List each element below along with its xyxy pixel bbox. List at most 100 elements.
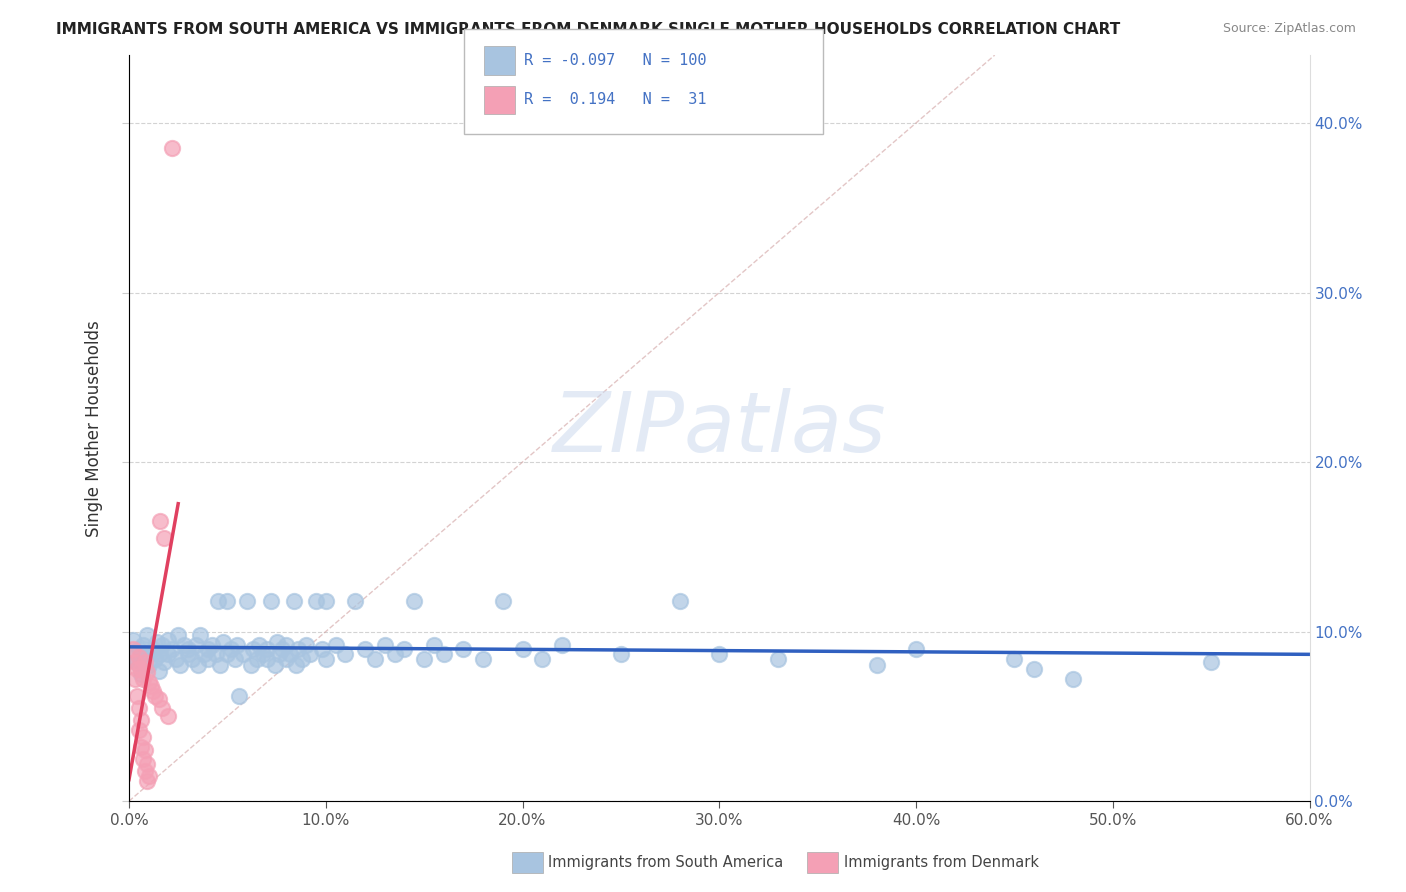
Point xyxy=(283,594,305,608)
Point xyxy=(148,664,170,678)
Point xyxy=(143,689,166,703)
Point xyxy=(132,752,155,766)
Point xyxy=(132,672,155,686)
Point xyxy=(276,638,298,652)
Point xyxy=(228,689,250,703)
Point xyxy=(129,739,152,754)
Point xyxy=(208,658,231,673)
Point xyxy=(177,647,200,661)
Point xyxy=(267,647,290,661)
Point xyxy=(394,641,416,656)
Text: Immigrants from South America: Immigrants from South America xyxy=(548,855,783,870)
Point xyxy=(188,628,211,642)
Point xyxy=(423,638,446,652)
Point xyxy=(148,692,170,706)
Point xyxy=(125,655,148,669)
Point xyxy=(260,594,283,608)
Point xyxy=(197,651,219,665)
Point xyxy=(551,638,574,652)
Point xyxy=(134,650,156,665)
Point xyxy=(266,634,288,648)
Point xyxy=(143,651,166,665)
Point xyxy=(256,651,278,665)
Point xyxy=(152,638,174,652)
Point xyxy=(135,756,157,771)
Point xyxy=(142,684,165,698)
Point xyxy=(134,764,156,778)
Point xyxy=(252,647,274,661)
Point xyxy=(122,641,145,656)
Point xyxy=(305,594,328,608)
Point xyxy=(221,641,243,656)
Text: R =  0.194   N =  31: R = 0.194 N = 31 xyxy=(524,93,707,107)
Point xyxy=(132,730,155,744)
Point xyxy=(472,651,495,665)
Point xyxy=(236,594,259,608)
Y-axis label: Single Mother Households: Single Mother Households xyxy=(86,319,103,536)
Point xyxy=(128,641,150,656)
Point xyxy=(139,679,162,693)
Point xyxy=(135,628,157,642)
Point xyxy=(217,647,239,661)
Point xyxy=(129,667,152,681)
Point xyxy=(492,594,515,608)
Point xyxy=(167,628,190,642)
Point xyxy=(768,651,790,665)
Point xyxy=(531,651,554,665)
Point xyxy=(354,641,377,656)
Point xyxy=(404,594,426,608)
Point xyxy=(278,647,301,661)
Point xyxy=(1199,655,1222,669)
Text: R = -0.097   N = 100: R = -0.097 N = 100 xyxy=(524,54,707,68)
Point xyxy=(207,594,229,608)
Point xyxy=(287,641,309,656)
Point xyxy=(384,647,406,661)
Point xyxy=(184,638,207,652)
Point xyxy=(344,594,367,608)
Point xyxy=(173,638,195,652)
Point xyxy=(193,647,215,661)
Text: Immigrants from Denmark: Immigrants from Denmark xyxy=(844,855,1039,870)
Point xyxy=(138,675,160,690)
Point xyxy=(610,647,633,661)
Point xyxy=(132,638,155,652)
Point xyxy=(433,647,456,661)
Point xyxy=(169,658,191,673)
Point xyxy=(295,638,318,652)
Point xyxy=(271,641,294,656)
Point xyxy=(125,689,148,703)
Point xyxy=(134,743,156,757)
Text: Source: ZipAtlas.com: Source: ZipAtlas.com xyxy=(1223,22,1357,36)
Point xyxy=(364,651,387,665)
Point xyxy=(291,651,314,665)
Point xyxy=(263,658,285,673)
Point xyxy=(135,773,157,788)
Point xyxy=(256,641,278,656)
Point xyxy=(157,709,180,723)
Point xyxy=(138,658,160,673)
Point xyxy=(128,701,150,715)
Text: IMMIGRANTS FROM SOUTH AMERICA VS IMMIGRANTS FROM DENMARK SINGLE MOTHER HOUSEHOLD: IMMIGRANTS FROM SOUTH AMERICA VS IMMIGRA… xyxy=(56,22,1121,37)
Point xyxy=(165,651,187,665)
Point xyxy=(374,638,396,652)
Point xyxy=(226,638,249,652)
Point xyxy=(129,662,152,676)
Point xyxy=(122,633,145,648)
Point xyxy=(217,594,239,608)
Point xyxy=(177,641,200,656)
Point xyxy=(413,651,436,665)
Point xyxy=(162,141,184,155)
Point xyxy=(128,650,150,665)
Point xyxy=(187,658,209,673)
Point xyxy=(124,655,146,669)
Point xyxy=(224,651,246,665)
Point xyxy=(162,641,184,656)
Point xyxy=(124,645,146,659)
Point xyxy=(276,651,298,665)
Point xyxy=(512,641,534,656)
Point xyxy=(240,658,263,673)
Point xyxy=(125,662,148,676)
Point xyxy=(128,658,150,673)
Point xyxy=(335,647,357,661)
Point xyxy=(247,638,270,652)
